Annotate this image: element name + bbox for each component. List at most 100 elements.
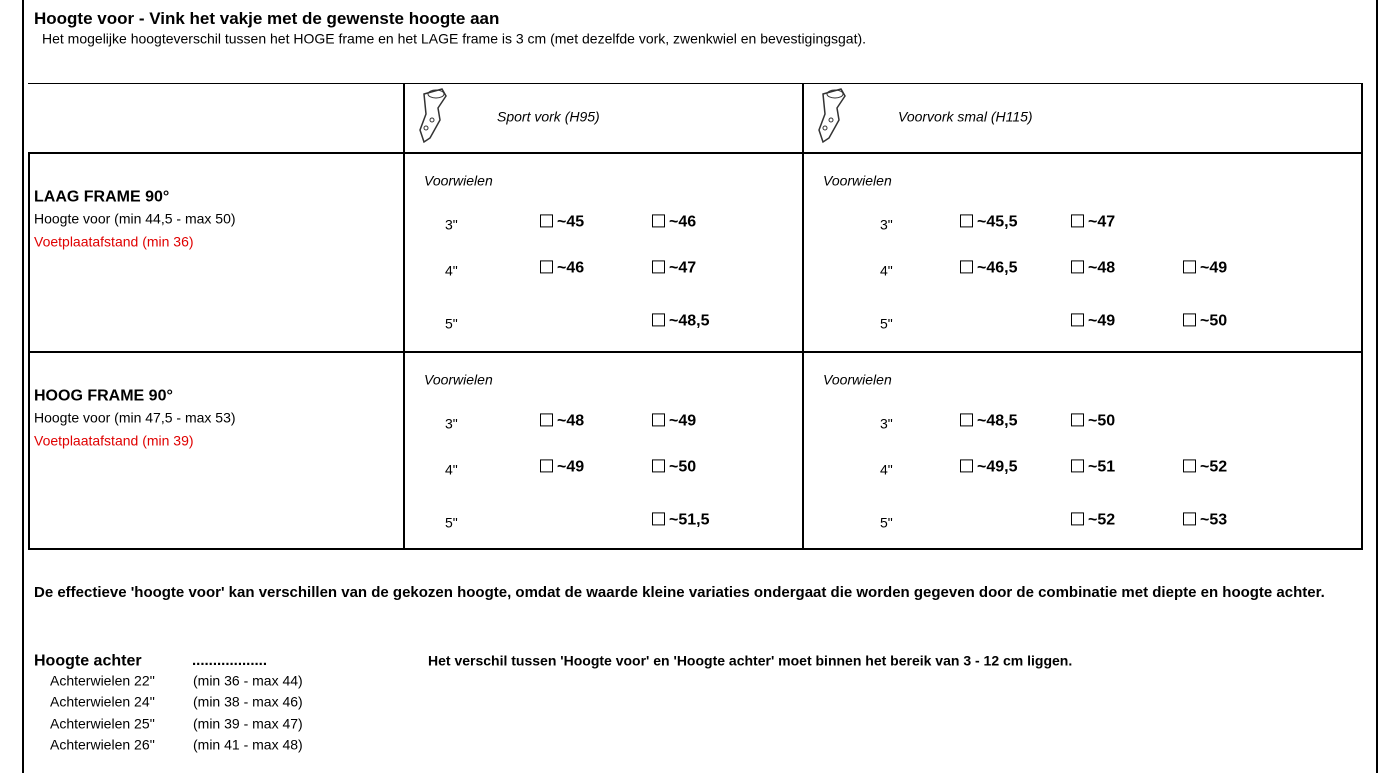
height-option[interactable]: ~50 <box>1183 311 1227 330</box>
height-option[interactable]: ~53 <box>1183 510 1227 529</box>
title: Hoogte voor - Vink het vakje met de gewe… <box>34 8 500 28</box>
rear-blank: .................. <box>192 652 268 669</box>
wheel-label: Achterwielen 25'' <box>50 715 155 732</box>
height-option[interactable]: ~49 <box>1071 311 1115 330</box>
height-option[interactable]: ~49,5 <box>960 457 1017 476</box>
option-label: ~50 <box>1088 412 1116 430</box>
height-option[interactable]: ~49 <box>1183 258 1227 277</box>
table-line <box>28 351 1363 353</box>
height-option[interactable]: ~45 <box>540 212 584 231</box>
option-label: ~48 <box>1088 259 1116 277</box>
wheel-size: 4" <box>880 262 893 279</box>
checkbox[interactable] <box>652 413 665 427</box>
height-option[interactable]: ~52 <box>1183 457 1227 476</box>
wheel-size: 3" <box>445 415 458 432</box>
checkbox[interactable] <box>1071 512 1084 526</box>
option-label: ~46,5 <box>977 259 1018 277</box>
checkbox[interactable] <box>960 459 973 473</box>
checkbox[interactable] <box>1071 260 1084 274</box>
wheel-label: Achterwielen 22'' <box>50 672 155 689</box>
wheel-range: (min 38 - max 46) <box>193 693 303 710</box>
height-option[interactable]: ~46 <box>652 212 696 231</box>
cell-heading: Voorwielen <box>823 172 892 189</box>
wheel-size: 4" <box>880 461 893 478</box>
height-option[interactable]: ~51 <box>1071 457 1115 476</box>
wheel-size: 3" <box>880 216 893 233</box>
height-option[interactable]: ~48,5 <box>960 411 1017 430</box>
wheel-label: Achterwielen 26'' <box>50 736 155 753</box>
row-height: Hoogte voor (min 44,5 - max 50) <box>34 210 236 227</box>
height-option[interactable]: ~47 <box>652 258 696 277</box>
height-option[interactable]: ~48,5 <box>652 311 709 330</box>
option-label: ~50 <box>1200 312 1228 330</box>
checkbox[interactable] <box>540 214 553 228</box>
height-option[interactable]: ~47 <box>1071 212 1115 231</box>
checkbox[interactable] <box>960 260 973 274</box>
checkbox[interactable] <box>1183 260 1196 274</box>
checkbox[interactable] <box>540 413 553 427</box>
checkbox[interactable] <box>1071 413 1084 427</box>
option-label: ~53 <box>1200 511 1228 529</box>
cell-heading: Voorwielen <box>823 371 892 388</box>
rear-rule: Het verschil tussen 'Hoogte voor' en 'Ho… <box>428 652 1073 669</box>
column-header: Sport vork (H95) <box>497 108 600 125</box>
table-line <box>28 152 30 550</box>
checkbox[interactable] <box>540 260 553 274</box>
wheel-range: (min 41 - max 48) <box>193 736 303 753</box>
checkbox[interactable] <box>1183 512 1196 526</box>
option-label: ~49 <box>669 412 697 430</box>
row-footplate: Voetplaatafstand (min 36) <box>34 233 194 250</box>
option-label: ~50 <box>669 458 697 476</box>
checkbox[interactable] <box>652 260 665 274</box>
wheel-size: 3" <box>880 415 893 432</box>
wheel-size: 5" <box>445 315 458 332</box>
option-label: ~49,5 <box>977 458 1018 476</box>
height-option[interactable]: ~48 <box>1071 258 1115 277</box>
subtitle: Het mogelijke hoogteverschil tussen het … <box>42 30 867 47</box>
option-label: ~49 <box>1200 259 1228 277</box>
height-option[interactable]: ~48 <box>540 411 584 430</box>
table-line <box>28 548 1363 550</box>
row-footplate: Voetplaatafstand (min 39) <box>34 432 194 449</box>
option-label: ~51 <box>1088 458 1116 476</box>
height-option[interactable]: ~50 <box>1071 411 1115 430</box>
wheel-range: (min 39 - max 47) <box>193 715 303 732</box>
table-line <box>28 152 1363 154</box>
checkbox[interactable] <box>652 459 665 473</box>
wheel-size: 3" <box>445 216 458 233</box>
checkbox[interactable] <box>652 512 665 526</box>
height-option[interactable]: ~50 <box>652 457 696 476</box>
checkbox[interactable] <box>652 313 665 327</box>
height-option[interactable]: ~46 <box>540 258 584 277</box>
height-option[interactable]: ~49 <box>652 411 696 430</box>
option-label: ~46 <box>557 259 585 277</box>
checkbox[interactable] <box>652 214 665 228</box>
option-label: ~47 <box>1088 213 1116 231</box>
checkbox[interactable] <box>540 459 553 473</box>
frame-border <box>1376 0 1378 773</box>
option-label: ~49 <box>557 458 585 476</box>
checkbox[interactable] <box>960 413 973 427</box>
checkbox[interactable] <box>1071 459 1084 473</box>
wheel-size: 4" <box>445 461 458 478</box>
option-label: ~48,5 <box>669 312 710 330</box>
option-label: ~45 <box>557 213 585 231</box>
checkbox[interactable] <box>1183 313 1196 327</box>
height-option[interactable]: ~52 <box>1071 510 1115 529</box>
wheel-size: 5" <box>880 315 893 332</box>
option-label: ~46 <box>669 213 697 231</box>
height-option[interactable]: ~45,5 <box>960 212 1017 231</box>
row-title: LAAG FRAME 90° <box>34 188 170 206</box>
column-header: Voorvork smal (H115) <box>898 108 1033 125</box>
height-option[interactable]: ~51,5 <box>652 510 709 529</box>
height-option[interactable]: ~46,5 <box>960 258 1017 277</box>
wheel-size: 4" <box>445 262 458 279</box>
row-height: Hoogte voor (min 47,5 - max 53) <box>34 409 236 426</box>
height-option[interactable]: ~49 <box>540 457 584 476</box>
checkbox[interactable] <box>1071 313 1084 327</box>
checkbox[interactable] <box>1183 459 1196 473</box>
option-label: ~45,5 <box>977 213 1018 231</box>
checkbox[interactable] <box>1071 214 1084 228</box>
checkbox[interactable] <box>960 214 973 228</box>
rear-title: Hoogte achter <box>34 652 142 670</box>
